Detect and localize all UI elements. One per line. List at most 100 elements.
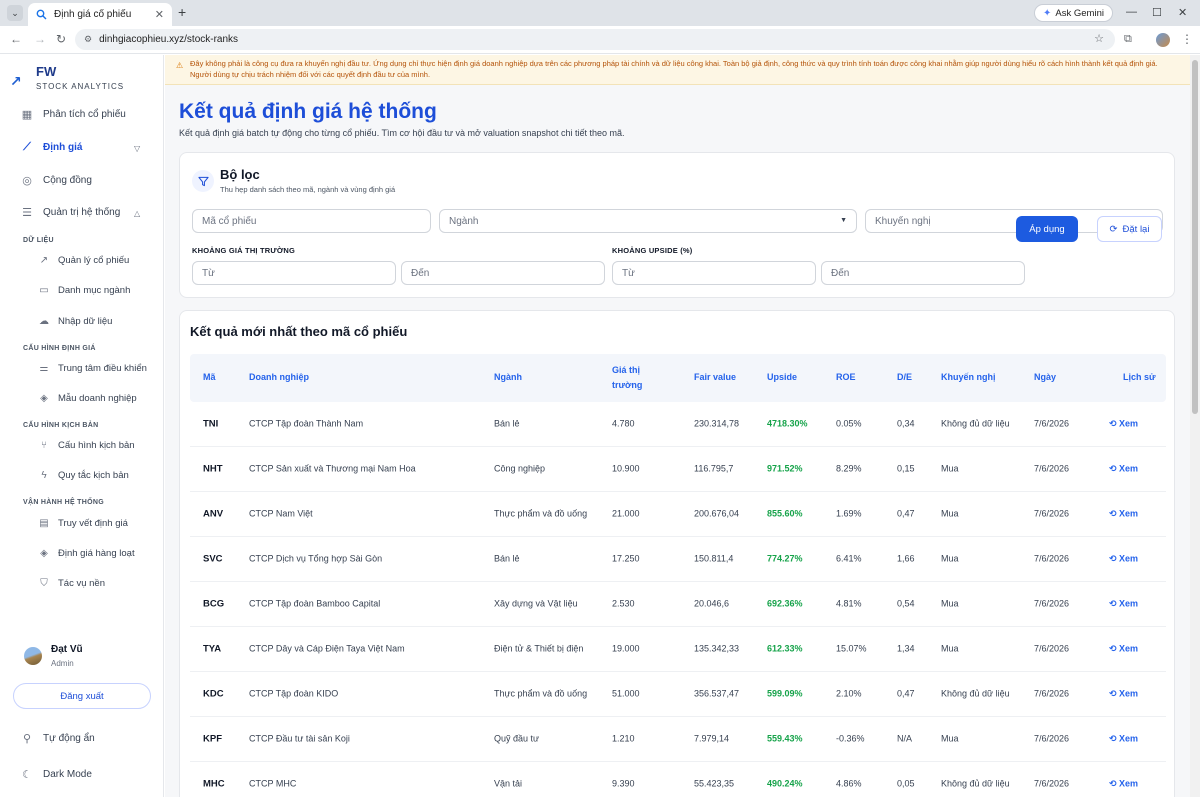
nav-danh-muc-nganh[interactable]: ▭ Danh mục ngành [38, 285, 130, 296]
col-upside[interactable]: Upside [767, 372, 798, 382]
col-de[interactable]: D/E [897, 372, 913, 382]
cell-ma: SVC [203, 553, 223, 565]
tab-close-icon[interactable]: ✕ [154, 9, 164, 21]
col-fair-value[interactable]: Fair value [694, 372, 737, 382]
history-icon: ⟲ [1109, 688, 1120, 699]
cell-ngay: 7/6/2026 [1034, 643, 1070, 654]
cell-doanh-nghiep: CTCP Đầu tư tài sản Koji [249, 733, 350, 744]
history-view-link[interactable]: ⟲ Xem [1109, 598, 1138, 611]
table-row[interactable]: MHC CTCP MHC Vận tải 9.390 55.423,35 490.24% 4… [190, 762, 1166, 797]
price-to-input[interactable]: Đến [401, 261, 605, 285]
reset-button[interactable]: ⟳ Đặt lại [1097, 216, 1162, 242]
history-view-link[interactable]: ⟲ Xem [1109, 733, 1138, 746]
table-row[interactable]: KDC CTCP Tập đoàn KIDO Thực phẩm và đồ uốn… [190, 672, 1166, 717]
scrollbar-thumb[interactable] [1192, 60, 1198, 414]
col-ma[interactable]: Mã [203, 372, 216, 382]
page-scrollbar[interactable] [1190, 55, 1200, 797]
upside-from-input[interactable]: Từ [612, 261, 816, 285]
browser-tab[interactable]: Định giá cổ phiếu ✕ [28, 3, 172, 26]
nav-quy-tac-kich-ban[interactable]: ϟ Quy tắc kịch bản [38, 470, 128, 481]
cell-roe: -0.36% [836, 733, 865, 744]
nav-phan-tich[interactable]: ▦ Phân tích cổ phiếu [20, 108, 126, 121]
cell-ngay: 7/6/2026 [1034, 463, 1070, 474]
cell-khuyen-nghi: Mua [941, 463, 959, 474]
sliders-icon: ☰ [22, 207, 32, 219]
profile-avatar[interactable] [1156, 33, 1170, 47]
table-row[interactable]: TYA CTCP Dây và Cáp Điện Taya Việt Nam Điệ… [190, 627, 1166, 672]
col-khuyen-nghi[interactable]: Khuyến nghị [941, 372, 996, 382]
nav-dinh-gia[interactable]: ⟋ Định giá [20, 141, 82, 154]
avatar[interactable] [24, 647, 42, 665]
col-nganh[interactable]: Ngành [494, 372, 522, 382]
table-row[interactable]: BCG CTCP Tập đoàn Bamboo Capital Xây dựng … [190, 582, 1166, 627]
col-label-line: trường [612, 380, 643, 390]
from-placeholder: Từ [622, 267, 635, 279]
cell-roe: 1.69% [836, 508, 862, 519]
table-row[interactable]: ANV CTCP Nam Việt Thực phẩm và đồ uống 21.0… [190, 492, 1166, 537]
site-info-icon[interactable]: ⚙ [84, 34, 93, 44]
history-view-link[interactable]: ⟲ Xem [1109, 418, 1138, 431]
nav-trung-tam[interactable]: ⚌ Trung tâm điều khiển [38, 363, 147, 374]
cell-de: 0,34 [897, 418, 915, 429]
col-ngay[interactable]: Ngày [1034, 372, 1057, 382]
nav-label: Quản trị hệ thống [43, 207, 121, 218]
cell-nganh: Thực phẩm và đồ uống [494, 688, 588, 699]
forward-icon[interactable]: → [34, 32, 46, 46]
history-view-link[interactable]: ⟲ Xem [1109, 553, 1138, 566]
ticker-placeholder: Mã cổ phiếu [202, 215, 257, 227]
table-row[interactable]: SVC CTCP Dịch vụ Tổng hợp Sài Gòn Bán lẻ 17… [190, 537, 1166, 582]
history-view-link[interactable]: ⟲ Xem [1109, 508, 1138, 521]
nav-label: Dark Mode [43, 769, 92, 780]
new-tab-icon[interactable]: + [178, 4, 187, 20]
reload-icon[interactable]: ↻ [56, 32, 67, 46]
nav-truy-vet[interactable]: ▤ Truy vết định giá [38, 518, 128, 529]
table-row[interactable]: TNI CTCP Tập đoàn Thành Nam Bán lẻ 4.780 230… [190, 402, 1166, 447]
apply-button[interactable]: Áp dụng [1016, 216, 1078, 242]
col-gia-thi-truong[interactable]: Giá thị trường [612, 363, 642, 393]
logout-button[interactable]: Đăng xuất [13, 683, 151, 709]
history-view-link[interactable]: ⟲ Xem [1109, 688, 1138, 701]
auto-hide-toggle[interactable]: ⚲ Tự động ẩn [20, 732, 95, 745]
cell-gia: 2.530 [612, 598, 635, 609]
nav-label: Quản lý cổ phiếu [58, 255, 130, 266]
history-view-link[interactable]: ⟲ Xem [1109, 463, 1138, 476]
nav-tac-vu-nen[interactable]: ⛉ Tác vụ nền [38, 578, 105, 589]
maximize-icon[interactable]: ☐ [1152, 7, 1162, 19]
minimize-icon[interactable]: — [1126, 6, 1137, 18]
window-close-icon[interactable]: ✕ [1178, 7, 1188, 19]
gemini-sparkle-icon: ✦ [1043, 7, 1052, 19]
tab-search-icon[interactable]: ⌄ [7, 5, 23, 21]
nav-quan-tri[interactable]: ☰ Quản trị hệ thống [20, 206, 120, 219]
chevron-up-icon[interactable]: △ [134, 209, 141, 218]
cell-nganh: Bán lẻ [494, 418, 520, 429]
nav-cong-dong[interactable]: ◎ Cộng đồng [20, 174, 92, 187]
table-row[interactable]: NHT CTCP Sản xuất và Thương mại Nam Hoa Cô… [190, 447, 1166, 492]
nav-hang-loat[interactable]: ◈ Định giá hàng loạt [38, 548, 134, 559]
history-view-link[interactable]: ⟲ Xem [1109, 778, 1138, 791]
history-icon: ⟲ [1109, 463, 1120, 474]
nav-cau-hinh-kich-ban[interactable]: ⑂ Cấu hình kịch bản [38, 440, 135, 451]
section-cau-hinh-kich-ban: CẤU HÌNH KỊCH BẢN [23, 422, 99, 429]
sidebar: ↗ FW STOCK ANALYTICS ▦ Phân tích cổ phiế… [0, 55, 164, 797]
nav-nhap-du-lieu[interactable]: ☁ Nhập dữ liệu [38, 316, 112, 327]
upside-to-input[interactable]: Đến [821, 261, 1025, 285]
nav-quan-ly-co-phieu[interactable]: ↗ Quản lý cổ phiếu [38, 255, 130, 266]
table-row[interactable]: KPF CTCP Đầu tư tài sản Koji Quỹ đầu tư 1.2… [190, 717, 1166, 762]
col-roe[interactable]: ROE [836, 372, 856, 382]
url-bar[interactable]: ⚙ dinhgiacophieu.xyz/stock-ranks ☆ [75, 29, 1115, 50]
history-view-link[interactable]: ⟲ Xem [1109, 643, 1138, 656]
browser-menu-icon[interactable]: ⋮ [1181, 32, 1193, 46]
extensions-icon[interactable]: ⧉ [1124, 33, 1132, 45]
industry-select[interactable]: Ngành ▼ [439, 209, 857, 233]
nav-mau-doanh-nghiep[interactable]: ◈ Mẫu doanh nghiệp [38, 393, 137, 404]
bookmark-star-icon[interactable]: ☆ [1094, 33, 1104, 45]
back-icon[interactable]: ← [10, 32, 22, 46]
view-label: Xem [1119, 553, 1139, 564]
disclaimer-text: Đây không phải là công cụ đưa ra khuyến … [190, 59, 1158, 79]
ticker-input[interactable]: Mã cổ phiếu [192, 209, 431, 233]
col-doanh-nghiep[interactable]: Doanh nghiệp [249, 372, 309, 382]
dark-mode-toggle[interactable]: ☾ Dark Mode [20, 768, 92, 781]
price-from-input[interactable]: Từ [192, 261, 396, 285]
chevron-down-icon[interactable]: ▽ [134, 144, 141, 153]
ask-gemini-button[interactable]: ✦ Ask Gemini [1034, 4, 1113, 22]
